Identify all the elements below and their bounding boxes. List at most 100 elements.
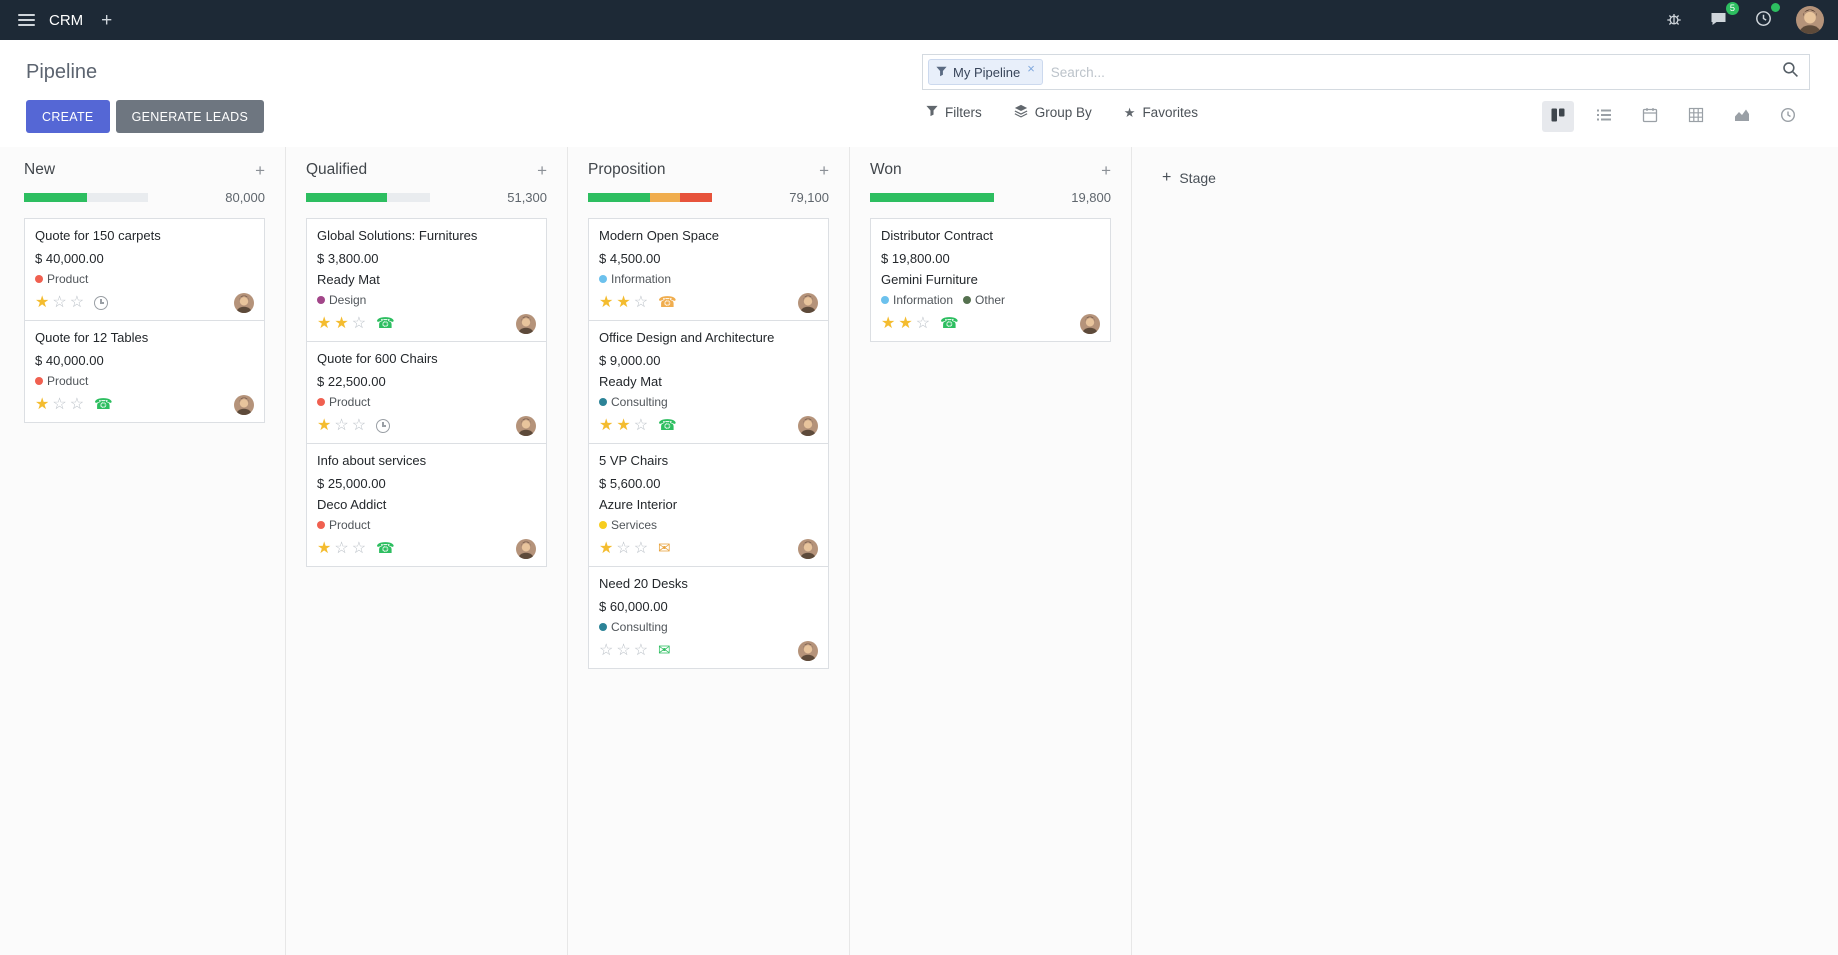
column-quick-create-button[interactable]: + [537, 160, 547, 180]
salesperson-avatar[interactable] [234, 292, 254, 313]
kanban-card[interactable]: Modern Open Space $ 4,500.00 Information ★ ★… [588, 218, 829, 321]
salesperson-avatar[interactable] [234, 394, 254, 415]
search-input[interactable] [1050, 64, 1782, 80]
view-graph-button[interactable] [1726, 101, 1758, 132]
activity-clock-icon[interactable] [94, 295, 109, 310]
progress-segment[interactable] [588, 193, 650, 202]
activity-phone-icon[interactable]: ☎ [376, 540, 395, 558]
messages-button[interactable]: 5 [1706, 1, 1739, 34]
kanban-card[interactable]: 5 VP Chairs $ 5,600.00 Azure Interior Servi… [588, 442, 829, 567]
priority-star[interactable]: ☆ [633, 416, 649, 434]
priority-star[interactable]: ★ [599, 416, 614, 434]
view-activity-button[interactable] [1772, 101, 1804, 132]
priority-star[interactable]: ☆ [633, 539, 649, 557]
kanban-card[interactable]: Info about services $ 25,000.00 Deco Addic… [306, 442, 547, 567]
priority-star[interactable]: ★ [317, 539, 332, 557]
priority-star[interactable]: ☆ [599, 641, 614, 659]
activity-phone-icon[interactable]: ☎ [658, 417, 677, 435]
kanban-card[interactable]: Office Design and Architecture $ 9,000.00… [588, 319, 829, 444]
salesperson-avatar[interactable] [798, 415, 818, 436]
priority-star[interactable]: ★ [616, 416, 631, 434]
favorites-menu-button[interactable]: ★ Favorites [1124, 104, 1198, 121]
activity-clock-icon[interactable] [376, 418, 391, 433]
column-quick-create-button[interactable]: + [1101, 160, 1111, 180]
column-title[interactable]: New [24, 161, 56, 178]
salesperson-avatar[interactable] [516, 313, 536, 334]
add-menu-button[interactable]: + [97, 7, 116, 34]
search-facet[interactable]: My Pipeline × [928, 59, 1043, 85]
column-title[interactable]: Qualified [306, 161, 368, 178]
salesperson-avatar[interactable] [798, 640, 818, 661]
apps-menu-button[interactable] [14, 7, 39, 33]
search-bar[interactable]: My Pipeline × [922, 54, 1810, 90]
priority-star[interactable]: ☆ [52, 293, 67, 311]
kanban-card[interactable]: Quote for 12 Tables $ 40,000.00 Product ★ ☆ ☆… [24, 319, 265, 423]
kanban-card[interactable]: Quote for 600 Chairs $ 22,500.00 Product ★ ☆… [306, 340, 547, 444]
salesperson-avatar[interactable] [1080, 313, 1100, 334]
priority-star[interactable]: ☆ [915, 314, 931, 332]
progress-segment[interactable] [386, 193, 430, 202]
facet-remove-icon[interactable]: × [1027, 61, 1035, 76]
filters-menu-button[interactable]: Filters [926, 104, 982, 121]
add-stage-button[interactable]: + Stage [1132, 147, 1216, 193]
progress-segment[interactable] [87, 193, 148, 202]
debug-button[interactable] [1662, 7, 1686, 34]
kanban-card[interactable]: Quote for 150 carpets $ 40,000.00 Product ★… [24, 218, 265, 321]
progress-segment[interactable] [679, 193, 712, 202]
column-title[interactable]: Proposition [588, 161, 666, 178]
priority-star[interactable]: ★ [599, 293, 614, 311]
priority-star[interactable]: ☆ [334, 416, 349, 434]
view-list-button[interactable] [1588, 101, 1620, 132]
salesperson-avatar[interactable] [516, 415, 536, 436]
priority-star[interactable]: ★ [35, 395, 50, 413]
view-calendar-button[interactable] [1634, 101, 1666, 132]
kanban-card[interactable]: Global Solutions: Furnitures $ 3,800.00 Re… [306, 218, 547, 342]
priority-star[interactable]: ★ [616, 293, 631, 311]
column-quick-create-button[interactable]: + [255, 160, 265, 180]
salesperson-avatar[interactable] [798, 292, 818, 313]
priority-star[interactable]: ★ [35, 293, 50, 311]
generate-leads-button[interactable]: GENERATE LEADS [115, 100, 265, 133]
priority-star[interactable]: ☆ [351, 416, 367, 434]
priority-star[interactable]: ★ [599, 539, 614, 557]
group-by-menu-button[interactable]: Group By [1014, 104, 1092, 121]
priority-star[interactable]: ☆ [69, 293, 85, 311]
priority-star[interactable]: ☆ [616, 641, 631, 659]
priority-star[interactable]: ☆ [69, 395, 85, 413]
activity-phone-icon[interactable]: ☎ [94, 396, 113, 414]
priority-star[interactable]: ☆ [52, 395, 67, 413]
activity-phone-icon[interactable]: ☎ [940, 315, 959, 333]
priority-star[interactable]: ☆ [616, 539, 631, 557]
priority-star[interactable]: ★ [334, 314, 349, 332]
priority-star[interactable]: ★ [317, 416, 332, 434]
priority-star[interactable]: ☆ [334, 539, 349, 557]
column-quick-create-button[interactable]: + [819, 160, 829, 180]
activity-phone-icon[interactable]: ☎ [376, 315, 395, 333]
priority-star[interactable]: ★ [898, 314, 913, 332]
kanban-card[interactable]: Need 20 Desks $ 60,000.00 Consulting ☆ ☆ ☆ ✉ [588, 565, 829, 669]
salesperson-avatar[interactable] [516, 538, 536, 559]
priority-star[interactable]: ★ [317, 314, 332, 332]
progress-segment[interactable] [870, 193, 994, 202]
priority-star[interactable]: ★ [881, 314, 896, 332]
priority-star[interactable]: ☆ [633, 641, 649, 659]
search-icon[interactable] [1782, 61, 1799, 83]
activity-phone-icon[interactable]: ☎ [658, 294, 677, 312]
activity-mail-icon[interactable]: ✉ [658, 642, 671, 660]
salesperson-avatar[interactable] [798, 538, 818, 559]
progress-segment[interactable] [306, 193, 387, 202]
user-menu-avatar[interactable] [1796, 6, 1824, 34]
activity-mail-icon[interactable]: ✉ [658, 540, 671, 558]
activities-button[interactable] [1751, 3, 1780, 34]
kanban-card[interactable]: Distributor Contract $ 19,800.00 Gemini Fu… [870, 218, 1111, 342]
progress-segment[interactable] [650, 193, 680, 202]
priority-star[interactable]: ☆ [351, 539, 367, 557]
priority-star[interactable]: ☆ [633, 293, 649, 311]
view-kanban-button[interactable] [1542, 101, 1574, 132]
progress-segment[interactable] [24, 193, 88, 202]
app-name[interactable]: CRM [49, 11, 84, 29]
priority-star[interactable]: ☆ [351, 314, 367, 332]
create-button[interactable]: CREATE [26, 100, 110, 133]
column-title[interactable]: Won [870, 161, 902, 178]
view-pivot-button[interactable] [1680, 101, 1712, 132]
